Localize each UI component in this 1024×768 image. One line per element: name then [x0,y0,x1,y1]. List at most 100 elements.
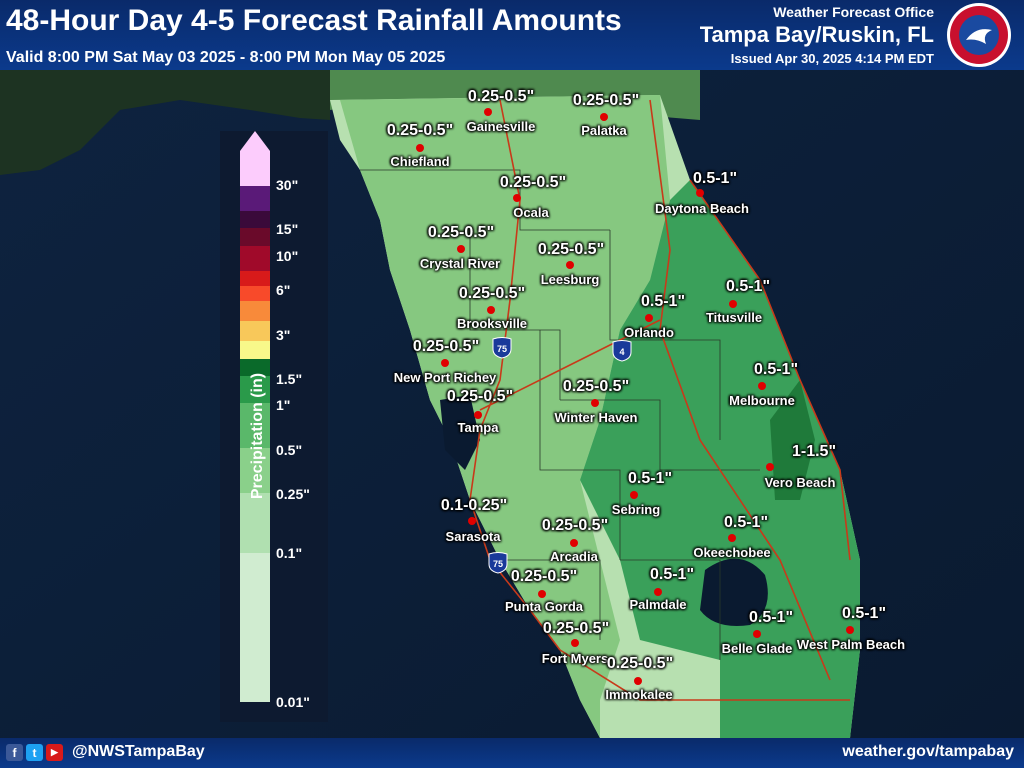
rain-amount-label: 0.5-1" [692,170,738,187]
rain-amount-label: 0.5-1" [723,514,769,531]
rain-amount-label: 0.25-0.5" [510,568,578,585]
legend-tick: 1" [276,397,291,413]
city-label: New Port Richey [393,370,497,385]
legend-tick: 0.25" [276,486,310,502]
panhandle-land [0,70,330,175]
rain-amount-label: 0.5-1" [725,278,771,295]
city-label: Palmdale [629,597,687,612]
interstate-shield: 75 [488,552,508,574]
legend-tick: 1.5" [276,371,303,387]
highways [469,99,851,701]
legend-tick: 15" [276,221,299,237]
city-label: Melbourne [729,393,795,408]
legend-swatch [240,286,270,301]
rain-amount-label: 0.25-0.5" [542,620,610,637]
legend-swatch [240,321,270,341]
city-label: Titusville [705,310,763,325]
legend-swatch [240,359,270,376]
legend-tick: 0.01" [276,694,310,710]
rain-amount-label: 0.25-0.5" [541,517,609,534]
rain-amount-label: 0.25-0.5" [562,378,630,395]
legend-swatch [240,271,270,286]
city-dot [766,463,774,471]
twitter-icon[interactable]: t [26,744,43,761]
rain-amount-label: 0.25-0.5" [606,655,674,672]
city-dot [513,194,521,202]
map-title: 48-Hour Day 4-5 Forecast Rainfall Amount… [6,4,622,37]
city-dot [538,590,546,598]
city-dot [457,245,465,253]
precip-legend: Precipitation (in) 30" 15" 10" 6" 3" 1.5… [220,131,328,722]
rain-amount-label: 0.25-0.5" [499,174,567,191]
legend-swatch [240,186,270,211]
legend-swatch [240,376,270,403]
city-label: Punta Gorda [504,599,584,614]
city-dot [758,382,766,390]
legend-swatch [240,448,270,493]
city-label: Ocala [513,205,549,220]
rain-amount-label: 0.5-1" [748,609,794,626]
legend-tick: 6" [276,282,291,298]
footer-bar: f t ▶ @NWSTampaBay weather.gov/tampabay [0,738,1024,768]
city-dot [729,300,737,308]
rain-amount-label: 0.25-0.5" [458,285,526,302]
city-label: Brooksville [456,316,528,331]
city-label: Leesburg [540,272,600,287]
city-dot [474,411,482,419]
city-label: Fort Myers [541,651,609,666]
city-label: Okeechobee [693,545,771,560]
city-dot [600,113,608,121]
social-handle[interactable]: @NWSTampaBay [72,743,205,760]
rain-amount-label: 0.5-1" [640,293,686,310]
legend-swatch [240,553,270,702]
city-label: Vero Beach [764,475,836,490]
social-icons: f t ▶ [6,744,63,761]
legend-tick: 10" [276,248,299,264]
city-label: Orlando [624,325,674,340]
website-link[interactable]: weather.gov/tampabay [842,743,1014,760]
city-dot [846,626,854,634]
city-dot [696,189,704,197]
nws-logo-icon [947,3,1011,67]
city-label: Chiefland [390,154,450,169]
legend-swatch [240,341,270,359]
city-dot [441,359,449,367]
facebook-icon[interactable]: f [6,744,23,761]
youtube-icon[interactable]: ▶ [46,744,63,761]
legend-tick: 3" [276,327,291,343]
city-label: Sebring [611,502,661,517]
header-bar: 48-Hour Day 4-5 Forecast Rainfall Amount… [0,0,1024,70]
city-dot [591,399,599,407]
rain-amount-label: 1-1.5" [791,443,837,460]
office-name: Tampa Bay/Ruskin, FL [699,22,934,47]
city-label: Winter Haven [554,410,638,425]
city-dot [484,108,492,116]
city-dot [571,639,579,647]
city-label: West Palm Beach [796,637,906,652]
zone-light [340,95,670,738]
city-dot [654,588,662,596]
rain-amount-label: 0.25-0.5" [467,88,535,105]
interstate-shield-number: 75 [493,559,503,569]
legend-swatch [240,211,270,228]
city-dot [645,314,653,322]
city-label: Tampa [457,420,499,435]
zone-dark [770,380,815,500]
legend-swatch [240,493,270,553]
legend-swatch [240,151,270,186]
lake-okeechobee [700,558,768,626]
rain-amount-label: 0.5-1" [753,361,799,378]
city-label: Crystal River [419,256,501,271]
rain-amount-label: 0.25-0.5" [386,122,454,139]
rain-amount-label: 0.5-1" [841,605,887,622]
rain-amount-label: 0.25-0.5" [446,388,514,405]
rain-amount-label: 0.1-0.25" [440,497,508,514]
legend-swatch [240,301,270,321]
city-label: Arcadia [550,549,598,564]
city-label: Palatka [581,123,627,138]
city-label: Gainesville [466,119,536,134]
city-dot [468,517,476,525]
interstate-shield: 4 [612,340,632,362]
interstate-shield: 75 [492,337,512,359]
